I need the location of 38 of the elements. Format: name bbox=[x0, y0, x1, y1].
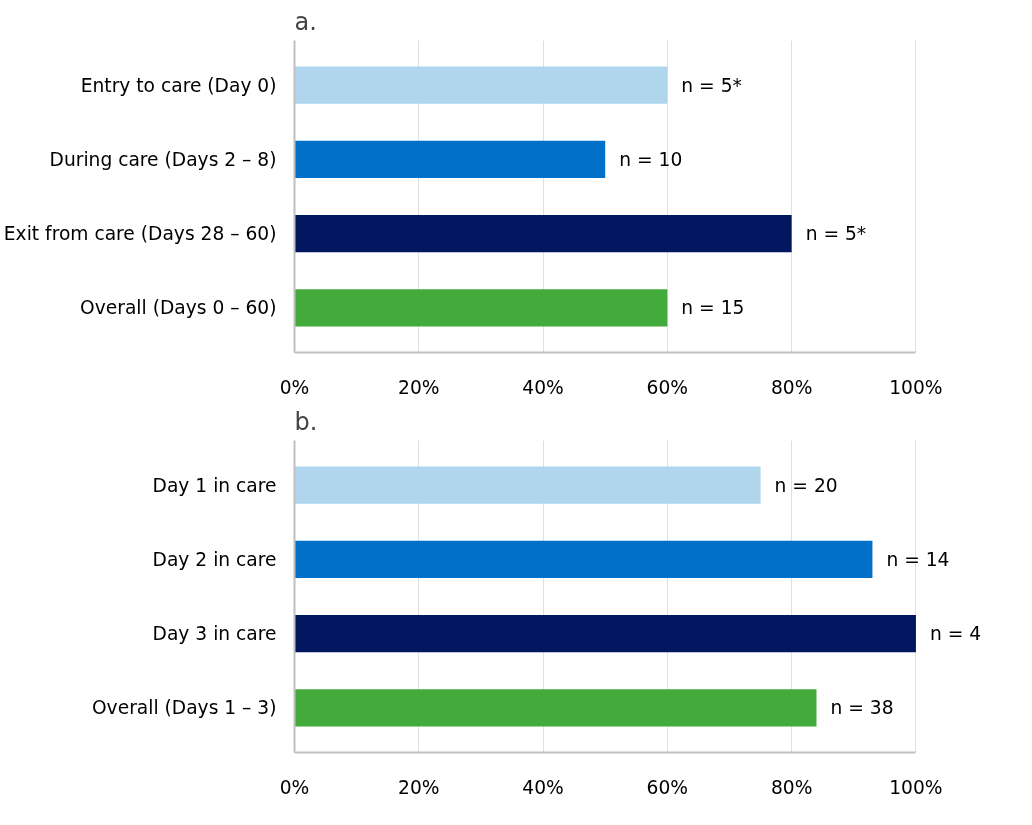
annotation: n = 38 bbox=[830, 697, 894, 719]
chart-title: a. bbox=[294, 7, 317, 36]
x-tick-label: 80% bbox=[770, 376, 813, 398]
annotation: n = 5* bbox=[681, 74, 742, 96]
bar bbox=[294, 66, 668, 104]
bar bbox=[294, 466, 761, 504]
y-tick-label: Exit from care (Days 28 – 60) bbox=[3, 223, 277, 245]
x-tick-label: 80% bbox=[770, 776, 813, 798]
y-tick-label: Day 2 in care bbox=[152, 548, 277, 570]
x-tick-label: 0% bbox=[279, 376, 310, 398]
bar bbox=[294, 289, 668, 327]
y-tick-label: Day 3 in care bbox=[152, 623, 277, 645]
annotation: n = 14 bbox=[886, 548, 950, 570]
x-tick-label: 20% bbox=[398, 776, 440, 798]
annotation: n = 5* bbox=[805, 223, 867, 245]
x-tick-label: 40% bbox=[522, 776, 564, 798]
y-tick-label: Overall (Days 0 – 60) bbox=[80, 297, 277, 319]
x-tick-label: 100% bbox=[889, 776, 943, 798]
chart-title: b. bbox=[294, 407, 318, 436]
y-tick-label: Entry to care (Day 0) bbox=[80, 74, 277, 96]
annotation: n = 15 bbox=[681, 297, 745, 319]
x-tick-label: 100% bbox=[889, 376, 943, 398]
x-tick-label: 40% bbox=[522, 376, 564, 398]
x-tick-label: 0% bbox=[279, 776, 310, 798]
x-tick-label: 20% bbox=[398, 376, 440, 398]
bar bbox=[294, 615, 916, 653]
x-tick-label: 60% bbox=[646, 376, 689, 398]
annotation: n = 10 bbox=[619, 148, 683, 170]
y-tick-label: Overall (Days 1 – 3) bbox=[91, 697, 277, 719]
bar bbox=[294, 540, 873, 578]
annotation: n = 4 bbox=[929, 623, 982, 645]
x-tick-label: 60% bbox=[646, 776, 689, 798]
y-tick-label: Day 1 in care bbox=[152, 474, 277, 496]
bar bbox=[294, 689, 817, 727]
annotation: n = 20 bbox=[774, 474, 838, 496]
y-tick-label: During care (Days 2 – 8) bbox=[49, 148, 277, 170]
bar bbox=[294, 215, 792, 253]
bar bbox=[294, 140, 606, 178]
